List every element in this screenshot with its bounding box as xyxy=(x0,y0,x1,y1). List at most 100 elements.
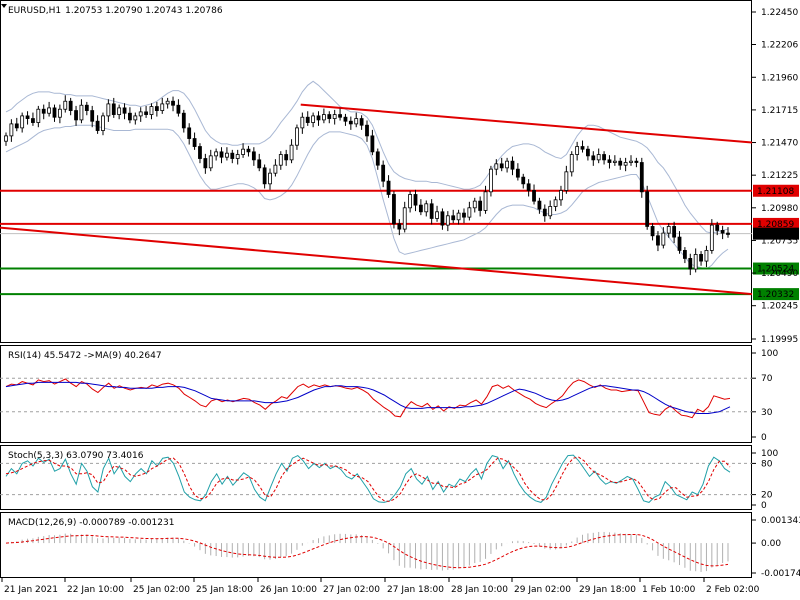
candle-bear xyxy=(31,118,35,123)
panel-frame-2 xyxy=(0,445,752,510)
candle-bear xyxy=(591,155,596,161)
indicator-tick-label: 0 xyxy=(761,433,767,443)
candle-bull xyxy=(4,135,8,142)
candle-bull xyxy=(402,207,407,230)
price-tick-label: 1.21470 xyxy=(761,139,798,149)
trendline xyxy=(0,226,753,296)
candle-bull xyxy=(235,154,240,159)
candle-bull xyxy=(300,116,305,129)
macd-panel: 0.001343 0.00 -0.001741 xyxy=(5,516,800,579)
level-label: 1.20859 xyxy=(757,220,794,230)
price-tick-label: 1.19995 xyxy=(761,335,798,345)
candle-bull xyxy=(208,155,213,169)
candle-bear xyxy=(413,194,418,206)
indicator-tick-label: 80 xyxy=(761,459,773,469)
candle-bear xyxy=(338,114,342,118)
candle-bear xyxy=(111,103,116,115)
macd-tick-label: 0.00 xyxy=(761,539,781,549)
candle-bull xyxy=(666,226,671,234)
candle-bear xyxy=(219,151,224,158)
indicator-tick-label: 20 xyxy=(761,491,773,501)
candle-bull xyxy=(629,160,633,163)
candle-bear xyxy=(257,159,262,169)
panel-frames xyxy=(0,0,752,578)
horizontal-levels: 1.21108 1.20859 1.20524 1.20332 1.20786 xyxy=(0,184,799,301)
macd-tick-label: -0.001741 xyxy=(761,569,800,579)
candle-bull xyxy=(20,115,25,129)
candle-bear xyxy=(95,120,100,131)
candle-bull xyxy=(133,115,138,121)
candle-bear xyxy=(634,160,639,163)
candle-bull xyxy=(494,163,499,170)
candle-bear xyxy=(510,160,515,170)
candle-bull xyxy=(106,103,111,117)
candle-bull xyxy=(505,160,509,169)
macd-signal-line xyxy=(5,534,729,569)
candle-bear xyxy=(639,162,644,193)
indicator-tick-label: 70 xyxy=(761,374,773,384)
candle-bear xyxy=(715,224,720,231)
level-label: 1.20524 xyxy=(757,265,794,275)
candle-bear xyxy=(84,104,89,111)
collapse-arrow-icon[interactable] xyxy=(1,4,7,8)
level-label: 1.20332 xyxy=(757,290,794,300)
candle-bear xyxy=(688,258,693,270)
candle-bear xyxy=(343,116,348,122)
candle-bear xyxy=(451,215,456,221)
candle-bear xyxy=(251,151,256,161)
indicator-tick-label: 100 xyxy=(761,449,778,459)
candle-bull xyxy=(278,154,283,166)
symbol-header: EURUSD,H1 1.20753 1.20790 1.20743 1.20786 xyxy=(8,6,223,16)
candle-bear xyxy=(645,191,650,227)
panel-frame-3 xyxy=(0,512,752,578)
candle-bull xyxy=(268,172,272,185)
candle-bull xyxy=(321,114,326,121)
candle-bull xyxy=(117,107,122,115)
candle-bear xyxy=(348,120,353,125)
candle-bear xyxy=(580,146,585,150)
candle-bear xyxy=(316,115,321,121)
candle-bear xyxy=(176,104,181,114)
candle-bear xyxy=(699,254,703,262)
rsi-header: RSI(14) 45.5472 ->MA(9) 40.2647 xyxy=(8,351,162,361)
candle-bear xyxy=(542,208,547,217)
candle-bull xyxy=(57,108,62,118)
candle-bull xyxy=(575,146,580,155)
time-tick-label: 25 Jan 18:00 xyxy=(196,585,253,595)
candle-bear xyxy=(52,107,57,118)
candle-bear xyxy=(656,235,660,246)
candle-bull xyxy=(456,212,461,221)
level-label: 1.21108 xyxy=(757,187,794,197)
candle-bull xyxy=(467,207,472,218)
candle-bull xyxy=(612,160,617,163)
candle-bull xyxy=(709,224,714,251)
time-axis: 21 Jan 2021 22 Jan 10:00 25 Jan 02:00 25 Ja… xyxy=(1,578,760,595)
current-price-box xyxy=(753,227,799,240)
candle-bear xyxy=(90,110,95,122)
candle-bear xyxy=(203,158,208,169)
candle-bear xyxy=(462,212,466,218)
stoch-header: Stoch(5,3,3) 63.0790 73.4016 xyxy=(8,451,144,461)
macd-header: MACD(12,26,9) -0.000789 -0.001231 xyxy=(8,518,174,528)
trendlines xyxy=(0,103,753,296)
candle-bear xyxy=(515,168,520,178)
candle-bear xyxy=(246,148,251,153)
trendline xyxy=(300,103,753,144)
panel-frame-1 xyxy=(0,345,752,443)
candle-bull xyxy=(138,111,143,117)
candle-bear xyxy=(128,112,132,121)
candle-bear xyxy=(618,160,623,166)
candle-bull xyxy=(408,194,413,209)
candle-bear xyxy=(122,107,127,114)
indicator-tick-label: 100 xyxy=(761,349,778,359)
candle-bull xyxy=(548,206,553,217)
candle-bear xyxy=(386,180,391,195)
bollinger-lower xyxy=(5,124,729,270)
candle-bear xyxy=(720,230,725,234)
candle-bull xyxy=(63,100,68,110)
candle-bear xyxy=(602,154,606,161)
candle-bear xyxy=(41,108,46,114)
candle-bull xyxy=(241,148,245,155)
